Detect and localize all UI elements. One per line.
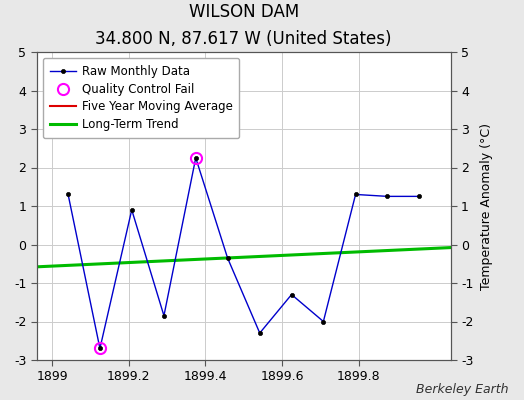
Y-axis label: Temperature Anomaly (°C): Temperature Anomaly (°C) — [481, 122, 494, 290]
Raw Monthly Data — [384, 194, 390, 199]
Raw Monthly Data — [416, 194, 422, 199]
Raw Monthly Data — [224, 256, 231, 260]
Raw Monthly Data — [288, 292, 294, 297]
Raw Monthly Data — [257, 331, 263, 336]
Raw Monthly Data — [128, 208, 135, 212]
Raw Monthly Data — [161, 313, 167, 318]
Raw Monthly Data — [193, 156, 199, 160]
Raw Monthly Data — [353, 192, 359, 197]
Title: WILSON DAM
34.800 N, 87.617 W (United States): WILSON DAM 34.800 N, 87.617 W (United St… — [95, 3, 392, 48]
Raw Monthly Data — [65, 192, 71, 197]
Legend: Raw Monthly Data, Quality Control Fail, Five Year Moving Average, Long-Term Tren: Raw Monthly Data, Quality Control Fail, … — [42, 58, 239, 138]
Raw Monthly Data — [97, 346, 103, 351]
Line: Raw Monthly Data: Raw Monthly Data — [66, 156, 421, 350]
Text: Berkeley Earth: Berkeley Earth — [416, 383, 508, 396]
Raw Monthly Data — [320, 319, 326, 324]
